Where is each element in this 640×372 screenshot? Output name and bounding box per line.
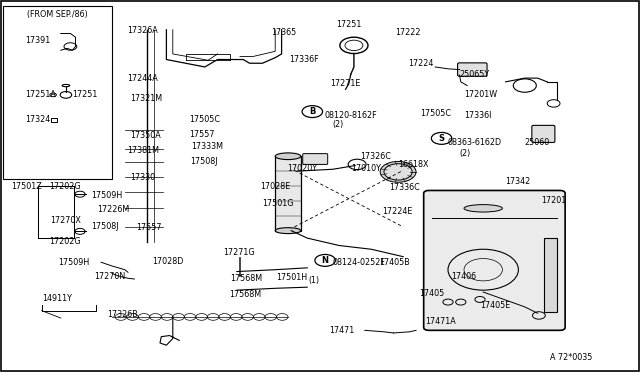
Text: 17202G: 17202G bbox=[49, 237, 81, 246]
Bar bbox=[51, 118, 57, 122]
Circle shape bbox=[380, 161, 416, 182]
Text: 17336F: 17336F bbox=[289, 55, 319, 64]
Text: 17405B: 17405B bbox=[379, 258, 410, 267]
Text: 17501Z: 17501Z bbox=[12, 182, 42, 191]
Text: 17326B: 17326B bbox=[108, 310, 138, 319]
FancyBboxPatch shape bbox=[458, 63, 487, 76]
FancyBboxPatch shape bbox=[424, 190, 565, 330]
Text: 17381M: 17381M bbox=[127, 146, 159, 155]
Text: 17321M: 17321M bbox=[130, 94, 162, 103]
Text: 17501H: 17501H bbox=[276, 273, 308, 282]
Text: 25065Y: 25065Y bbox=[460, 70, 490, 79]
Circle shape bbox=[384, 164, 412, 180]
Text: 17201: 17201 bbox=[541, 196, 566, 205]
Ellipse shape bbox=[275, 228, 301, 234]
Text: 16618X: 16618X bbox=[398, 160, 429, 169]
Text: 17557: 17557 bbox=[136, 223, 162, 232]
Text: 17324: 17324 bbox=[26, 115, 51, 124]
Text: 17251A: 17251A bbox=[26, 90, 56, 99]
Text: 08120-8162F: 08120-8162F bbox=[324, 111, 377, 120]
Text: 17224E: 17224E bbox=[382, 207, 412, 216]
Text: 17508J: 17508J bbox=[190, 157, 218, 166]
Text: 14911Y: 14911Y bbox=[42, 294, 72, 303]
Text: 17391: 17391 bbox=[26, 36, 51, 45]
Text: 17224: 17224 bbox=[408, 59, 434, 68]
Text: 17251: 17251 bbox=[337, 20, 362, 29]
Text: 17251: 17251 bbox=[72, 90, 98, 99]
Text: 08124-0252F: 08124-0252F bbox=[333, 258, 386, 267]
Text: 17271G: 17271G bbox=[223, 248, 254, 257]
FancyBboxPatch shape bbox=[532, 125, 555, 142]
Bar bbox=[544, 238, 557, 312]
Bar bbox=[275, 156, 301, 231]
Text: 17010Y: 17010Y bbox=[351, 164, 381, 173]
FancyBboxPatch shape bbox=[303, 154, 328, 164]
Ellipse shape bbox=[464, 205, 502, 212]
Text: 17333M: 17333M bbox=[191, 142, 223, 151]
Text: 17028D: 17028D bbox=[152, 257, 183, 266]
Text: 17226M: 17226M bbox=[97, 205, 129, 214]
Text: 17202G: 17202G bbox=[49, 182, 81, 191]
Text: 17028E: 17028E bbox=[260, 182, 291, 191]
Text: 17509H: 17509H bbox=[58, 258, 90, 267]
Text: 17471: 17471 bbox=[330, 326, 355, 335]
Text: S: S bbox=[438, 134, 445, 143]
Text: 17201W: 17201W bbox=[465, 90, 498, 99]
Text: (1): (1) bbox=[308, 276, 319, 285]
Text: 17471A: 17471A bbox=[426, 317, 456, 326]
Text: (FROM SEP./86): (FROM SEP./86) bbox=[28, 10, 88, 19]
Text: 08363-6162D: 08363-6162D bbox=[448, 138, 502, 147]
Text: 17326A: 17326A bbox=[127, 26, 157, 35]
Text: 17405E: 17405E bbox=[480, 301, 510, 310]
Bar bbox=[3, 6, 112, 179]
Text: 17330: 17330 bbox=[130, 173, 155, 182]
Text: B: B bbox=[309, 107, 316, 116]
Text: 17505C: 17505C bbox=[189, 115, 220, 124]
Text: 17365: 17365 bbox=[271, 28, 296, 37]
Text: 17405: 17405 bbox=[419, 289, 444, 298]
Text: 17342: 17342 bbox=[506, 177, 531, 186]
Text: 17020Y: 17020Y bbox=[287, 164, 317, 173]
Ellipse shape bbox=[275, 153, 301, 160]
Text: 25060: 25060 bbox=[525, 138, 550, 147]
Text: 17406: 17406 bbox=[451, 272, 476, 280]
Text: 17557: 17557 bbox=[189, 130, 214, 139]
Text: 17350A: 17350A bbox=[130, 131, 161, 140]
Text: 17326C: 17326C bbox=[360, 153, 391, 161]
Text: 17270N: 17270N bbox=[94, 272, 125, 280]
Text: 17336I: 17336I bbox=[465, 111, 492, 120]
Text: 17336C: 17336C bbox=[389, 183, 420, 192]
Text: (2): (2) bbox=[460, 149, 471, 158]
Text: 17505C: 17505C bbox=[420, 109, 451, 118]
Text: 17568M: 17568M bbox=[230, 274, 262, 283]
Text: 17244A: 17244A bbox=[127, 74, 157, 83]
Text: 17270X: 17270X bbox=[50, 216, 81, 225]
Text: (2): (2) bbox=[333, 120, 344, 129]
Text: 17271E: 17271E bbox=[330, 79, 360, 88]
Text: 17568M: 17568M bbox=[229, 290, 261, 299]
Text: 17501G: 17501G bbox=[262, 199, 294, 208]
Text: N: N bbox=[322, 256, 328, 265]
Text: 17509H: 17509H bbox=[91, 191, 122, 200]
Text: A 72*0035: A 72*0035 bbox=[550, 353, 593, 362]
Text: 17222: 17222 bbox=[395, 28, 420, 37]
Text: 17508J: 17508J bbox=[92, 222, 119, 231]
